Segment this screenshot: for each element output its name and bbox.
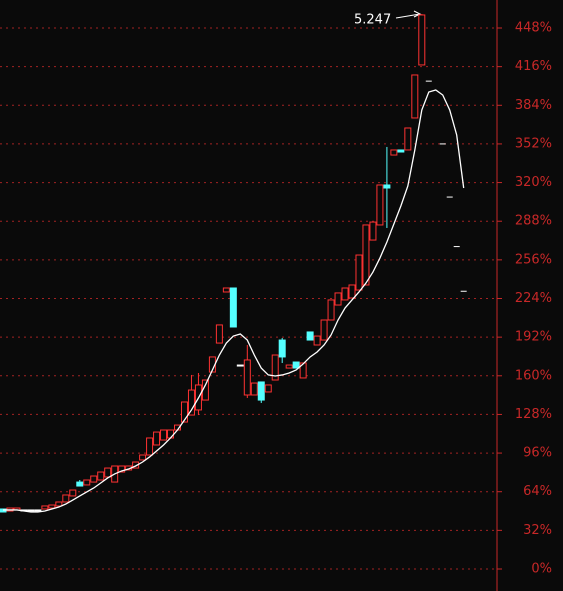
candle-body xyxy=(187,389,195,416)
candle-body xyxy=(355,254,363,291)
candle-body xyxy=(118,465,126,473)
candle-body xyxy=(362,224,370,286)
y-tick-label: 224% xyxy=(515,291,552,306)
candle-body xyxy=(264,384,272,393)
candle-body xyxy=(229,287,237,328)
candle-body xyxy=(306,331,314,341)
y-tick-label: 32% xyxy=(523,523,552,538)
candle-body xyxy=(83,479,91,486)
y-tick-label: 192% xyxy=(515,330,552,345)
y-tick-label: 384% xyxy=(515,98,552,113)
candle-body xyxy=(278,339,286,358)
candle-body xyxy=(257,381,265,401)
candle-body xyxy=(139,454,147,461)
candle-body xyxy=(215,324,223,344)
candle-body xyxy=(48,504,56,509)
candle-body xyxy=(411,74,419,119)
annotation-arrow xyxy=(395,13,421,19)
candle-body xyxy=(146,437,154,456)
candle-body xyxy=(27,509,35,512)
candle-body xyxy=(222,287,230,293)
candle-body xyxy=(153,431,161,446)
candle-body xyxy=(41,505,49,510)
y-tick-label: 448% xyxy=(515,21,552,36)
candle-body xyxy=(55,501,63,507)
candle-body xyxy=(160,429,168,441)
candle-body xyxy=(390,149,398,156)
y-tick-label: 288% xyxy=(515,214,552,229)
candle-body xyxy=(334,292,342,306)
candle-body xyxy=(383,184,391,189)
candle-body xyxy=(34,509,42,512)
y-tick-label: 128% xyxy=(515,407,552,422)
annotation: 5.247 xyxy=(354,13,391,28)
candle-body xyxy=(97,471,105,481)
candle-body xyxy=(69,489,77,497)
y-tick-label: 352% xyxy=(515,136,552,151)
candle-body xyxy=(180,401,188,423)
candle-body xyxy=(397,149,405,153)
candle-body xyxy=(243,359,251,396)
candle-body xyxy=(404,127,412,151)
candle-body xyxy=(250,382,258,396)
candle-body xyxy=(327,299,335,321)
y-tick-label: 0% xyxy=(531,562,552,577)
candle-body xyxy=(348,284,356,299)
candle-body xyxy=(62,494,70,503)
candle-body xyxy=(76,481,84,487)
candle-body xyxy=(167,429,175,439)
y-tick-label: 256% xyxy=(515,252,552,267)
candle-body xyxy=(236,364,244,367)
candle-body xyxy=(104,467,112,478)
candle-body xyxy=(341,287,349,301)
y-tick-label: 64% xyxy=(523,484,552,499)
y-tick-label: 320% xyxy=(515,175,552,190)
moving-average-line xyxy=(3,89,465,513)
y-tick-label: 416% xyxy=(515,59,552,74)
candle-body xyxy=(376,184,384,226)
candle-body xyxy=(369,221,377,241)
candle-body xyxy=(299,362,307,379)
y-tick-label: 96% xyxy=(523,446,552,461)
candle-body xyxy=(418,14,426,66)
candle-body xyxy=(285,364,293,369)
candle-body xyxy=(313,335,321,346)
candle-body xyxy=(292,361,300,369)
candle-body xyxy=(320,319,328,341)
annotation-arrow-head xyxy=(413,10,422,18)
candle-body xyxy=(271,354,279,381)
y-tick-label: 160% xyxy=(515,368,552,383)
candle-body xyxy=(90,475,98,483)
